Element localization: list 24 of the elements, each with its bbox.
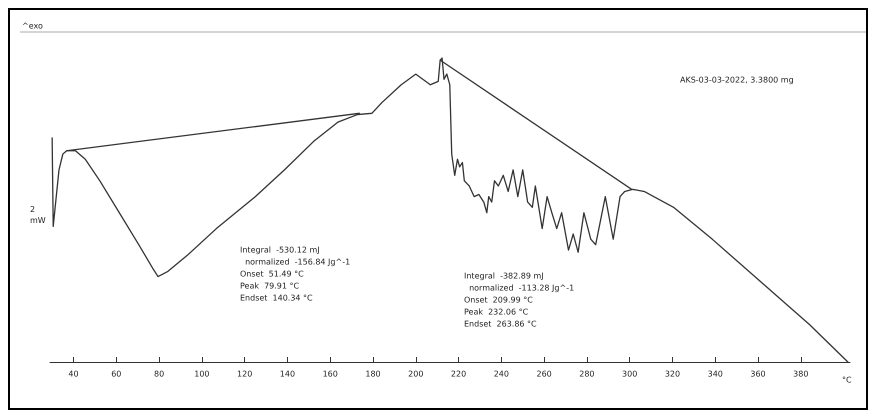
x-tick-label: 180: [365, 370, 381, 378]
x-tick-label: 220: [450, 370, 466, 378]
x-tick-label: 300: [622, 370, 638, 378]
x-tick-label: 80: [154, 370, 164, 378]
x-axis-title: °C: [842, 376, 852, 384]
text: ^exo: [22, 22, 43, 30]
x-tick-label: 260: [536, 370, 552, 378]
annotation: Integral -382.89 mJ normalized -113.28 Jg^-1 Onset 209.99 °C Peak 232.06 °C Endset 263.86 °C: [464, 272, 574, 328]
y-axis-title: 2 mW: [30, 205, 46, 225]
annotation: Integral -530.12 mJ normalized -156.84 Jg^-1 Onset 51.49 °C Peak 79.91 °C Endset 140.34 °C: [240, 246, 350, 302]
x-tick-label: 380: [793, 370, 808, 378]
x-tick-label: 240: [494, 370, 509, 378]
x-tick-label: 100: [194, 370, 210, 378]
x-tick-label: 140: [280, 370, 296, 378]
x-tick-label: 160: [322, 370, 338, 378]
x-tick-label: 340: [708, 370, 723, 378]
x-tick-label: 60: [111, 370, 122, 378]
annotation: AKS-03-03-2022, 3.3800 mg: [680, 76, 794, 84]
x-tick-label: 360: [750, 370, 766, 378]
x-tick-label: 320: [664, 370, 680, 378]
x-tick-label: 280: [579, 370, 595, 378]
x-tick-label: 120: [237, 370, 252, 378]
x-tick-label: 200: [408, 370, 424, 378]
x-tick-label: 40: [68, 370, 79, 378]
